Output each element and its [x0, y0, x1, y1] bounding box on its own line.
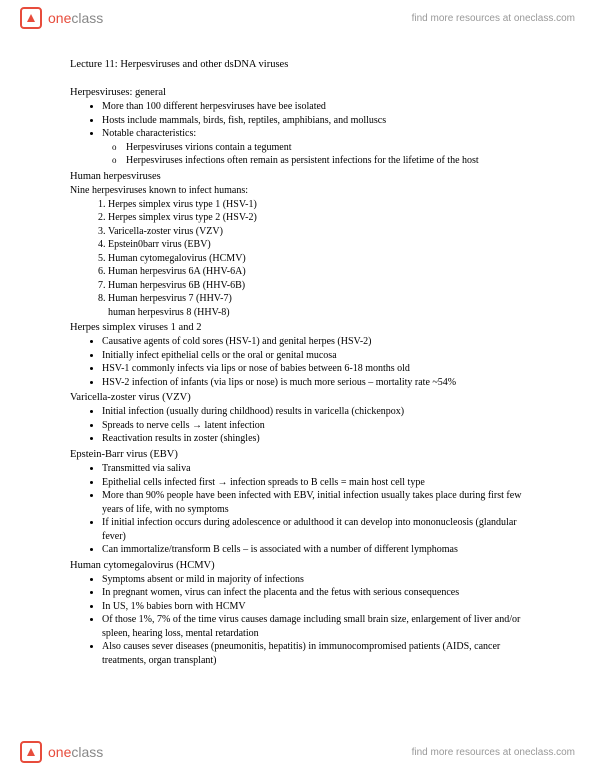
list-item: Transmitted via saliva: [102, 462, 525, 476]
section-heading: Herpes simplex viruses 1 and 2: [70, 321, 525, 335]
list-item: Also causes sever diseases (pneumonitis,…: [102, 640, 525, 667]
list-item: Of those 1%, 7% of the time virus causes…: [102, 613, 525, 640]
list-item: More than 90% people have been infected …: [102, 489, 525, 516]
arrow-icon: →: [218, 477, 228, 488]
list-item: Herpesviruses virions contain a tegument: [126, 141, 525, 155]
list-item: Human herpesvirus 6B (HHV-6B): [108, 279, 525, 293]
logo-text-class: class: [71, 10, 103, 26]
list-item: Varicella-zoster virus (VZV): [108, 225, 525, 239]
logo-text-class: class: [71, 744, 103, 760]
list-item: Notable characteristics: Herpesviruses v…: [102, 127, 525, 168]
logo-icon: [20, 741, 42, 763]
list-item: Initially infect epithelial cells or the…: [102, 349, 525, 363]
lecture-title: Lecture 11: Herpesviruses and other dsDN…: [70, 58, 525, 72]
list-item: In pregnant women, virus can infect the …: [102, 586, 525, 600]
list-item: In US, 1% babies born with HCMV: [102, 600, 525, 614]
list-item-text: human herpesvirus 8 (HHV-8): [108, 307, 230, 318]
list-item: HSV-1 commonly infects via lips or nose …: [102, 362, 525, 376]
list-item: If initial infection occurs during adole…: [102, 516, 525, 543]
list-item-text: infection spreads to B cells = main host…: [228, 477, 425, 488]
footer-link[interactable]: find more resources at oneclass.com: [412, 747, 575, 758]
list-item: Human cytomegalovirus (HCMV): [108, 252, 525, 266]
list-item-text: Notable characteristics:: [102, 128, 196, 139]
section-heading: Human cytomegalovirus (HCMV): [70, 559, 525, 573]
list-item: Herpes simplex virus type 2 (HSV-2): [108, 211, 525, 225]
list-item: Epstein0barr virus (EBV): [108, 238, 525, 252]
list-item: Human herpesvirus 7 (HHV-7) human herpes…: [108, 292, 525, 319]
list-item: Initial infection (usually during childh…: [102, 405, 525, 419]
list-item: HSV-2 infection of infants (via lips or …: [102, 376, 525, 390]
logo-text-one: one: [48, 10, 71, 26]
list-item: Herpes simplex virus type 1 (HSV-1): [108, 198, 525, 212]
list-item: Epithelial cells infected first → infect…: [102, 476, 525, 490]
section-heading: Human herpesviruses: [70, 170, 525, 184]
list-item: Symptoms absent or mild in majority of i…: [102, 573, 525, 587]
bullet-list: Transmitted via saliva Epithelial cells …: [70, 462, 525, 557]
arrow-icon: →: [192, 420, 202, 431]
section-heading: Herpesviruses: general: [70, 86, 525, 100]
list-item-text: Spreads to nerve cells: [102, 420, 192, 431]
list-item: Human herpesvirus 6A (HHV-6A): [108, 265, 525, 279]
list-item: Reactivation results in zoster (shingles…: [102, 432, 525, 446]
section-heading: Epstein-Barr virus (EBV): [70, 448, 525, 462]
numbered-list: Herpes simplex virus type 1 (HSV-1) Herp…: [70, 198, 525, 320]
bullet-list: Causative agents of cold sores (HSV-1) a…: [70, 335, 525, 389]
page-header: oneclass find more resources at oneclass…: [0, 0, 595, 36]
section-intro: Nine herpesviruses known to infect human…: [70, 184, 525, 198]
list-item-text: Human herpesvirus 7 (HHV-7): [108, 293, 232, 304]
logo-icon: [20, 7, 42, 29]
logo[interactable]: oneclass: [20, 7, 103, 29]
header-link[interactable]: find more resources at oneclass.com: [412, 13, 575, 24]
logo-text-one: one: [48, 744, 71, 760]
section-heading: Varicella-zoster virus (VZV): [70, 391, 525, 405]
bullet-list: More than 100 different herpesviruses ha…: [70, 100, 525, 168]
page-footer: oneclass find more resources at oneclass…: [0, 734, 595, 770]
list-item-text: latent infection: [202, 420, 265, 431]
logo[interactable]: oneclass: [20, 741, 103, 763]
list-item: Causative agents of cold sores (HSV-1) a…: [102, 335, 525, 349]
list-item: Herpesviruses infections often remain as…: [126, 154, 525, 168]
list-item: Hosts include mammals, birds, fish, rept…: [102, 114, 525, 128]
document-body: Lecture 11: Herpesviruses and other dsDN…: [0, 36, 595, 707]
sub-list: Herpesviruses virions contain a tegument…: [102, 141, 525, 168]
bullet-list: Symptoms absent or mild in majority of i…: [70, 573, 525, 668]
list-item: Spreads to nerve cells → latent infectio…: [102, 419, 525, 433]
list-item: More than 100 different herpesviruses ha…: [102, 100, 525, 114]
bullet-list: Initial infection (usually during childh…: [70, 405, 525, 446]
list-item: Can immortalize/transform B cells – is a…: [102, 543, 525, 557]
list-item-text: Epithelial cells infected first: [102, 477, 218, 488]
